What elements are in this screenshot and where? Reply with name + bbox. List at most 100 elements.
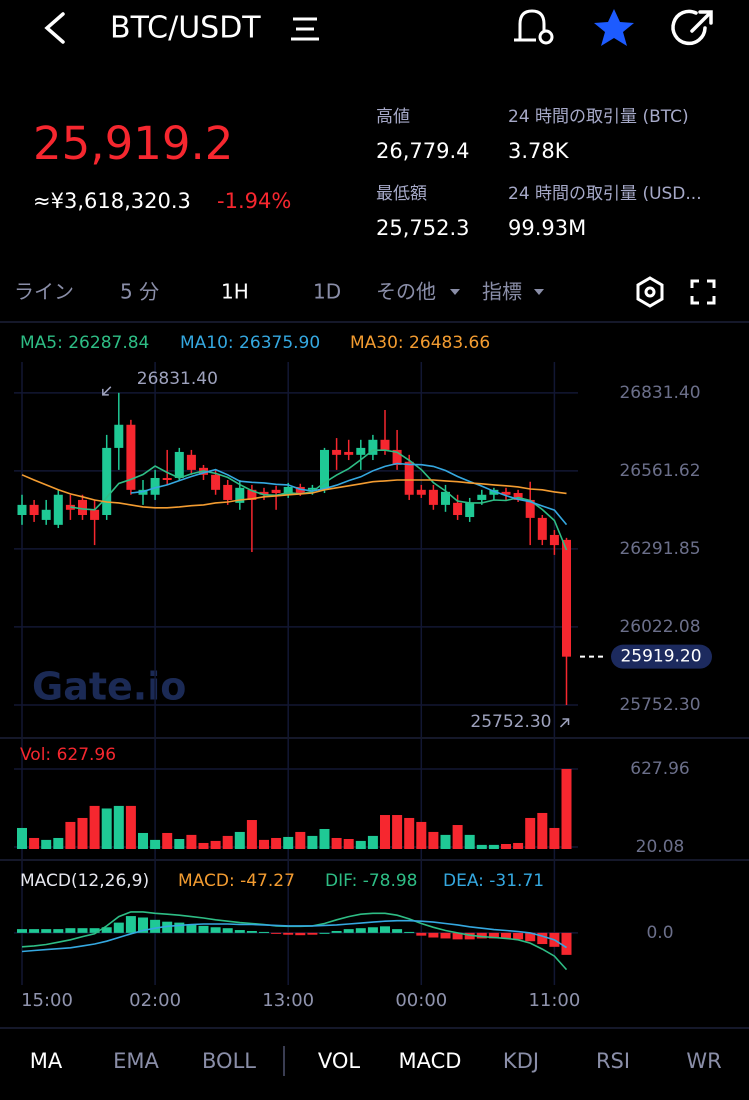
macd-bar — [452, 932, 463, 940]
macd-legend-entry: DIF: -78.98 — [325, 871, 418, 891]
volume-bar — [513, 842, 524, 849]
low-annotation: 25752.30 — [470, 712, 551, 732]
volume-bar — [404, 817, 415, 849]
interval-tab[interactable]: その他 — [376, 280, 436, 304]
volume-bar — [162, 832, 173, 849]
stat-label: 24 時間の取引量 (BTC) — [508, 107, 689, 127]
volume-bar — [174, 838, 185, 849]
indicator-line — [21, 919, 567, 953]
back-button[interactable] — [44, 12, 65, 44]
candle-body — [562, 539, 571, 657]
x-tick-label: 13:00 — [262, 990, 314, 1011]
indicator-tab[interactable]: KDJ — [503, 1049, 539, 1073]
candle-body — [150, 477, 160, 495]
interval-tab[interactable]: 指標 — [482, 280, 522, 304]
candle-body — [428, 489, 438, 505]
x-tick-label: 15:00 — [21, 990, 73, 1011]
volume-bar — [65, 821, 76, 849]
volume-bar — [476, 844, 487, 849]
volume-bar — [525, 817, 536, 849]
candle-body — [78, 499, 87, 516]
alert-icon[interactable] — [514, 9, 554, 45]
candle-body — [368, 439, 378, 455]
candle-body — [283, 486, 293, 495]
interval-tab[interactable]: 1H — [221, 280, 249, 304]
macd-bar — [283, 932, 294, 935]
indicator-tab[interactable]: EMA — [113, 1049, 159, 1073]
macd-bar — [198, 925, 209, 933]
volume-bar — [29, 837, 40, 849]
volume-bar — [319, 828, 330, 849]
x-tick-label: 02:00 — [129, 990, 181, 1011]
macd-bar — [525, 932, 536, 942]
pair-title[interactable]: BTC/USDT — [110, 11, 261, 46]
candle-body — [223, 484, 233, 500]
macd-bar — [513, 932, 524, 940]
dropdown-caret — [450, 289, 460, 295]
stat-label: 24 時間の取引量 (USD... — [508, 184, 702, 204]
macd-bar — [367, 927, 378, 933]
settings-icon[interactable] — [636, 276, 664, 308]
interval-tab[interactable]: 5 分 — [120, 280, 159, 304]
candle-body — [53, 494, 63, 525]
volume-bar — [488, 844, 499, 849]
volume-bar — [271, 837, 282, 849]
indicator-tab[interactable]: BOLL — [202, 1049, 256, 1073]
candle-body — [41, 509, 51, 520]
volume-legend: Vol: 627.96 — [20, 745, 116, 765]
indicator-tab[interactable]: MA — [30, 1049, 63, 1073]
macd-bar — [561, 932, 572, 955]
indicator-line — [130, 462, 568, 526]
indicator-tab[interactable]: MACD — [399, 1049, 462, 1073]
volume-bar — [17, 827, 27, 849]
macd-bar — [186, 924, 197, 933]
macd-bar — [174, 922, 185, 933]
candle-body — [549, 534, 559, 546]
share-icon[interactable] — [671, 9, 713, 46]
indicator-tab[interactable]: WR — [686, 1049, 721, 1073]
volume-bar — [101, 808, 112, 849]
indicator-tab[interactable]: RSI — [596, 1049, 630, 1073]
candle-body — [247, 489, 257, 500]
indicator-tab[interactable]: VOL — [318, 1049, 361, 1073]
interval-tab[interactable]: 1D — [313, 280, 341, 304]
volume-bar — [464, 834, 475, 849]
macd-bar — [41, 929, 52, 933]
candle-body — [356, 447, 366, 455]
macd-bar — [355, 928, 366, 933]
volume-bar — [234, 831, 245, 849]
candle-body — [441, 491, 450, 505]
macd-bar — [77, 928, 88, 933]
volume-bar — [283, 836, 294, 849]
volume-bar — [113, 805, 124, 849]
interval-tab[interactable]: ライン — [14, 280, 74, 304]
macd-bar — [162, 921, 173, 933]
volume-bar — [561, 768, 572, 849]
volume-bar — [186, 834, 197, 849]
candle-body — [211, 474, 221, 490]
volume-bar — [452, 825, 463, 849]
favorite-star[interactable] — [594, 9, 634, 46]
dropdown-caret — [534, 289, 544, 295]
macd-bar — [210, 927, 221, 933]
candle-body — [114, 424, 124, 448]
candle-body — [259, 491, 269, 495]
macd-bar — [29, 929, 40, 933]
stat-value: 3.78K — [508, 139, 570, 163]
volume-bar — [89, 805, 100, 849]
pair-menu-icon[interactable] — [291, 17, 319, 41]
y-tick-label: 0.0 — [646, 923, 673, 943]
candle-body — [416, 489, 426, 495]
macd-bar — [125, 916, 136, 933]
macd-bar — [271, 932, 282, 934]
macd-bar — [392, 929, 403, 933]
fullscreen-icon[interactable] — [690, 279, 716, 305]
volume-bar — [125, 805, 136, 849]
legend-entry: MA10: 26375.90 — [180, 333, 320, 353]
volume-bar — [77, 817, 88, 849]
macd-bar — [222, 928, 233, 933]
macd-bar — [113, 922, 124, 933]
macd-bar — [246, 930, 257, 933]
x-tick-label: 11:00 — [528, 990, 580, 1011]
